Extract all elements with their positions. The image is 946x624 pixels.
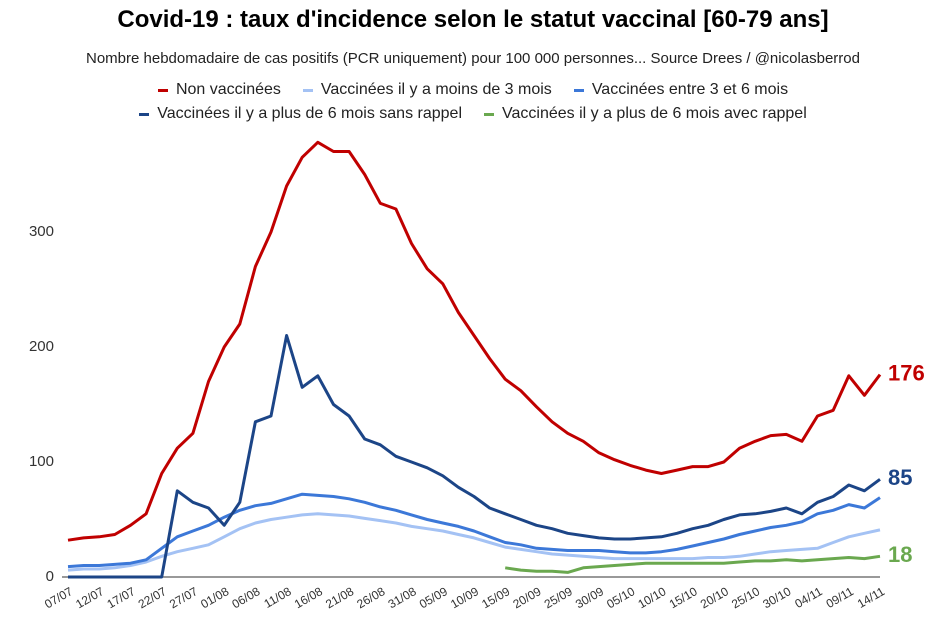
x-tick-label: 30/09 (573, 584, 606, 611)
x-tick-label: 21/08 (323, 584, 356, 611)
x-tick-label: 07/07 (42, 584, 75, 611)
x-tick-label: 12/07 (73, 584, 106, 611)
chart-subtitle: Nombre hebdomadaire de cas positifs (PCR… (86, 50, 860, 67)
chart-title: Covid-19 : taux d'incidence selon le sta… (117, 6, 829, 33)
x-tick-label: 30/10 (760, 584, 793, 611)
x-tick-label: 10/09 (448, 584, 481, 611)
y-tick-label: 300 (29, 223, 54, 240)
series-line (67, 140, 882, 542)
legend-label: Vaccinées il y a plus de 6 mois sans rap… (157, 105, 462, 122)
x-tick-label: 27/07 (167, 584, 200, 611)
legend-item: Vaccinées il y a plus de 6 mois avec rap… (484, 105, 807, 123)
x-tick-label: 22/07 (136, 584, 169, 611)
x-tick-label: 09/11 (824, 584, 857, 611)
legend-item: Vaccinées il y a moins de 3 mois (302, 81, 552, 99)
x-tick-label: 04/11 (792, 584, 825, 611)
x-tick-label: 20/09 (511, 584, 544, 611)
y-tick-label: 0 (46, 568, 54, 585)
series-line (67, 512, 881, 572)
legend-label: Vaccinées il y a moins de 3 mois (320, 81, 552, 98)
x-tick-label: 14/11 (855, 584, 888, 611)
x-tick-label: 15/09 (479, 584, 512, 611)
legend-item: Vaccinées il y a plus de 6 mois sans rap… (139, 105, 462, 123)
y-tick-label: 100 (29, 453, 54, 470)
legend-row: Non vaccinées Vaccinées il y a moins de 3… (0, 78, 946, 102)
x-tick-label: 05/10 (604, 584, 637, 611)
x-tick-label: 20/10 (698, 584, 731, 611)
legend-swatch (139, 112, 150, 116)
legend-label: Vaccinées il y a plus de 6 mois avec rap… (502, 105, 807, 122)
x-tick-label: 25/09 (542, 584, 575, 611)
x-tick-label: 26/08 (354, 584, 387, 611)
legend-row: Vaccinées il y a plus de 6 mois sans rap… (0, 102, 946, 126)
x-tick-label: 15/10 (667, 584, 700, 611)
series-line (504, 554, 881, 574)
legend: Non vaccinées Vaccinées il y a moins de 3… (0, 78, 946, 126)
legend-item: Vaccinées entre 3 et 6 mois (573, 81, 789, 99)
x-tick-label: 06/08 (229, 584, 262, 611)
x-tick-label: 11/08 (261, 584, 294, 611)
x-tick-label: 31/08 (386, 584, 419, 611)
legend-item: Non vaccinées (157, 81, 281, 99)
y-tick-label: 200 (29, 338, 54, 355)
end-label: 18 (888, 542, 912, 567)
x-tick-label: 16/08 (292, 584, 325, 611)
series-line (67, 492, 881, 569)
legend-swatch (302, 88, 313, 92)
legend-label: Non vaccinées (175, 81, 281, 98)
x-tick-label: 01/08 (198, 584, 231, 611)
end-label: 176 (888, 360, 925, 385)
end-label: 85 (888, 465, 912, 490)
legend-swatch (484, 112, 494, 116)
legend-swatch (573, 88, 584, 92)
legend-label: Vaccinées entre 3 et 6 mois (591, 81, 789, 98)
legend-swatch (157, 88, 168, 92)
x-tick-label: 25/10 (729, 584, 762, 611)
x-tick-label: 17/07 (105, 584, 138, 611)
x-tick-label: 10/10 (635, 584, 668, 611)
series-line (68, 334, 881, 579)
x-tick-label: 05/09 (417, 584, 450, 611)
